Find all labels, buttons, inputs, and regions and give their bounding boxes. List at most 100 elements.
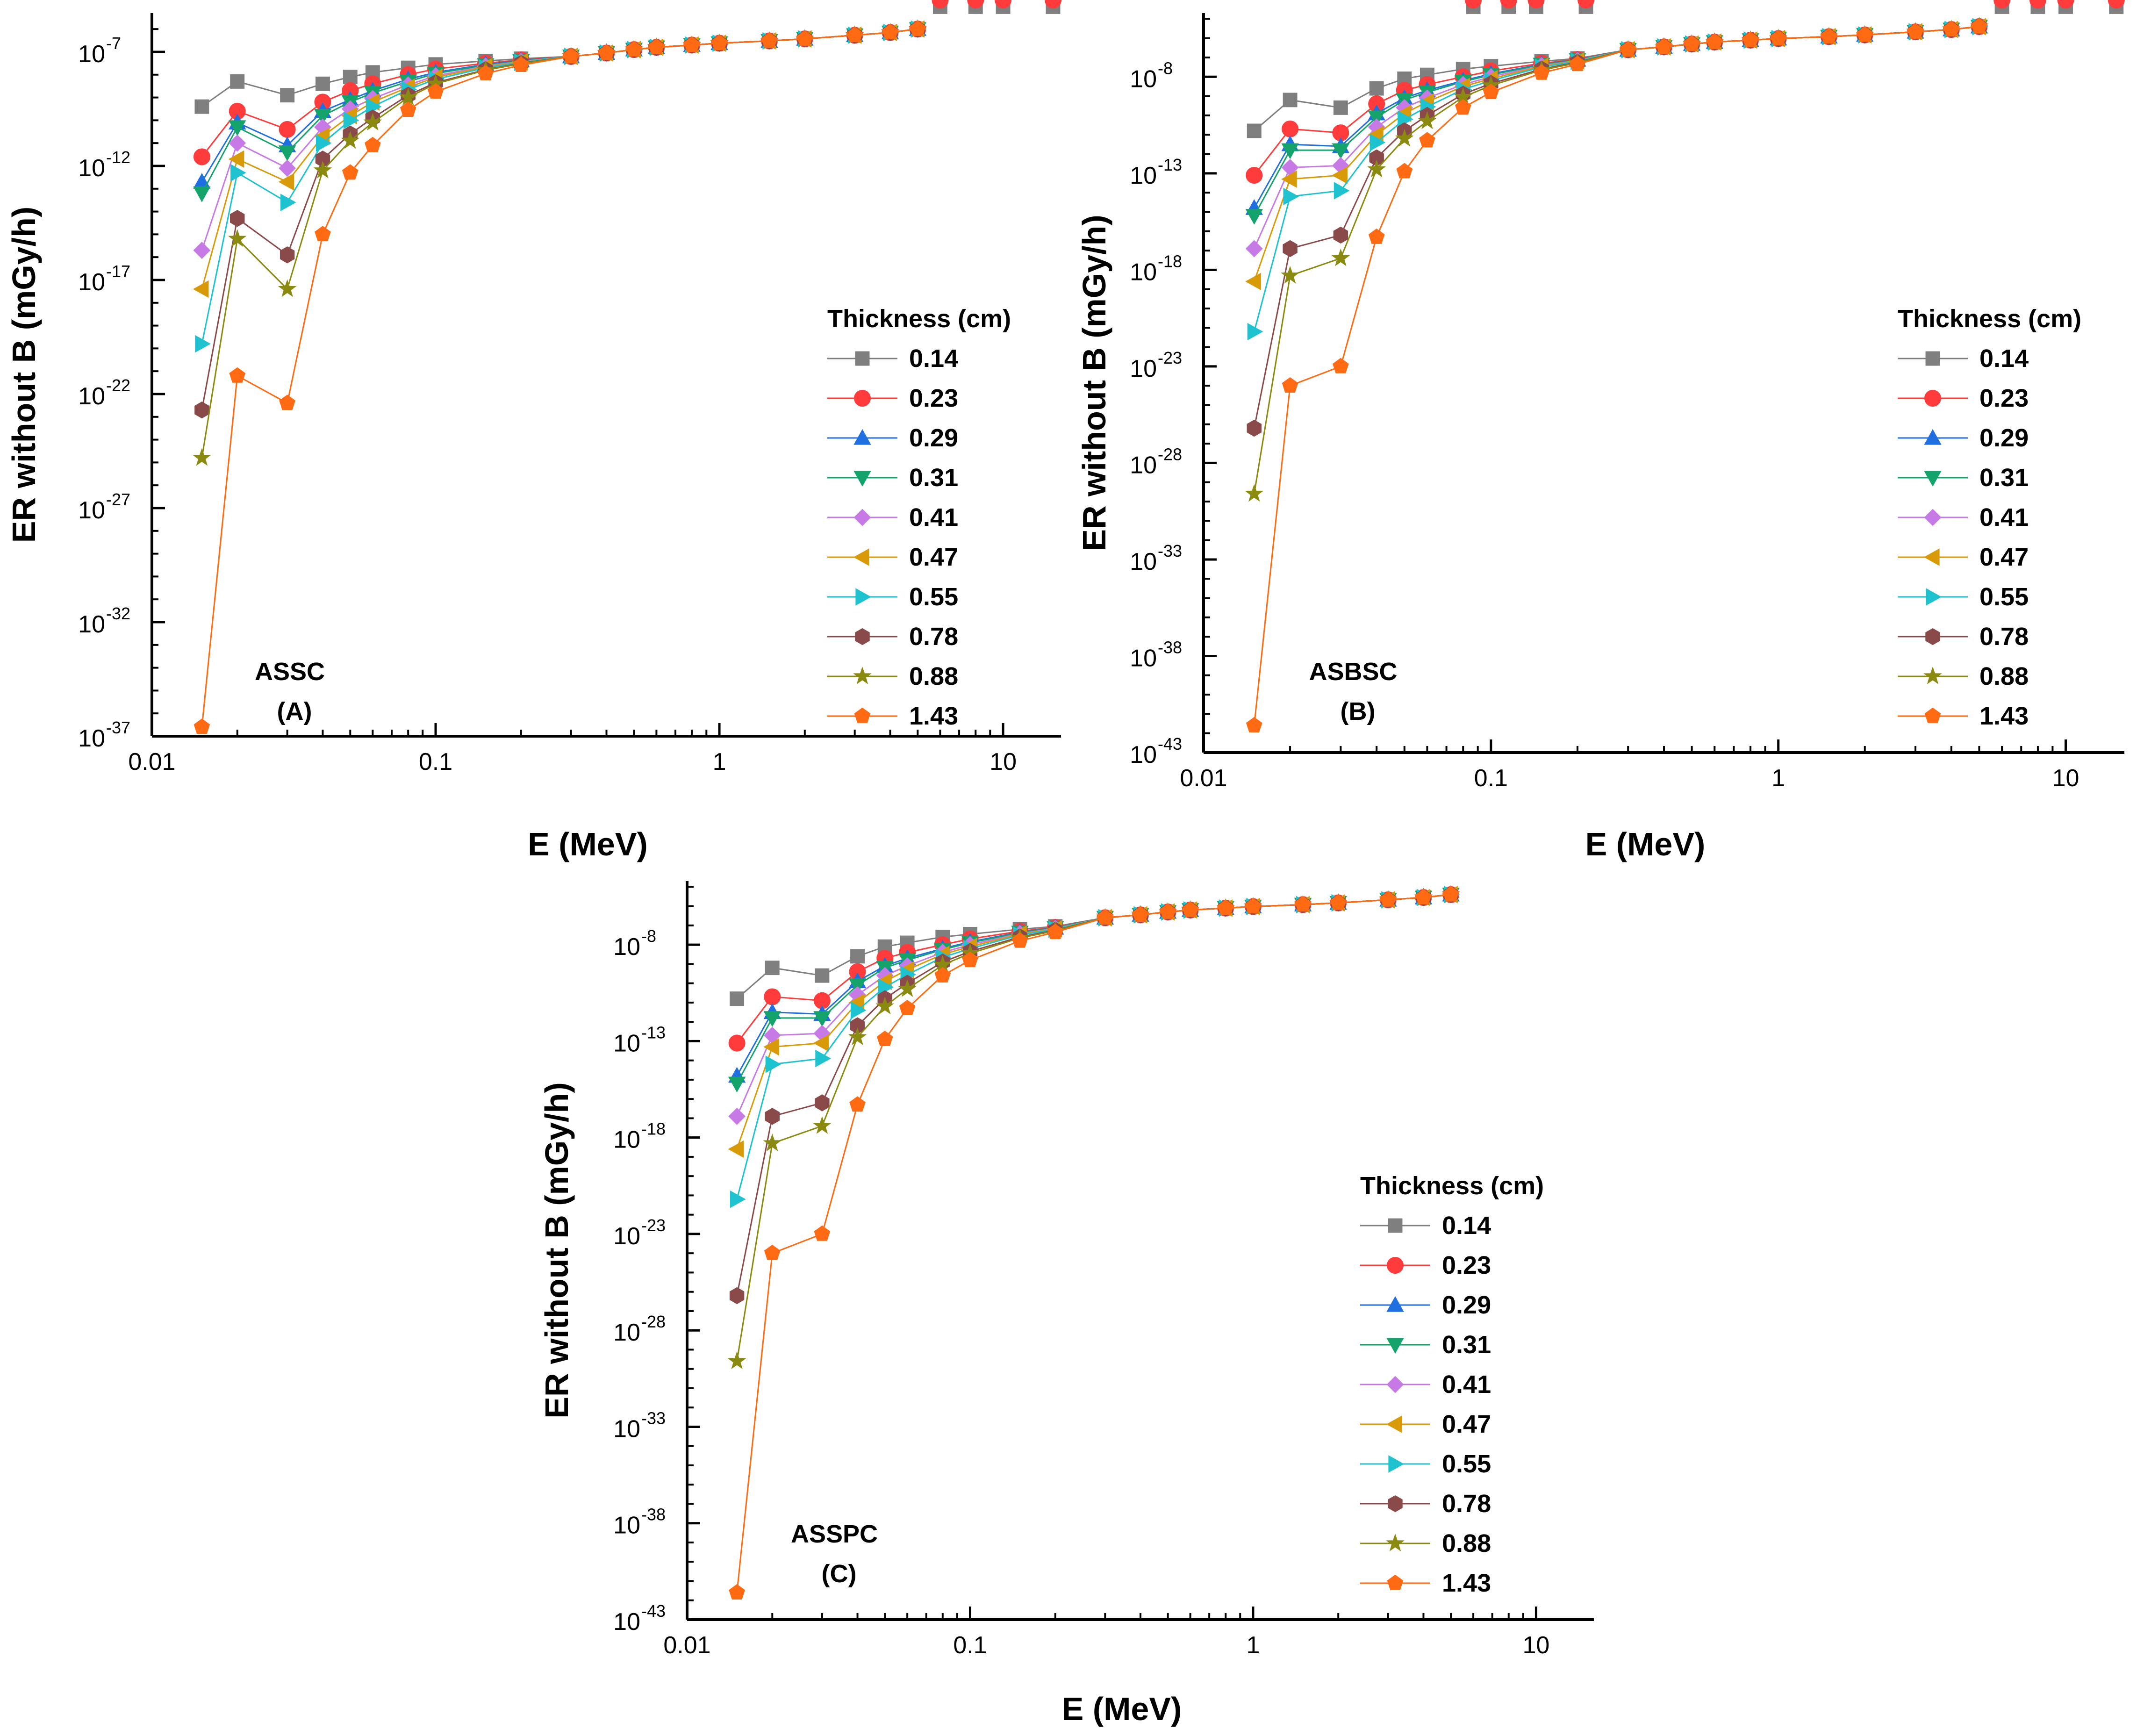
- data-point: [728, 1107, 746, 1125]
- data-point: [899, 1000, 916, 1016]
- legend-label: 0.23: [1979, 384, 2029, 412]
- y-tick-base: 10: [78, 725, 105, 752]
- data-point: [934, 967, 951, 983]
- legend-marker: [853, 429, 871, 445]
- series-0-88: [727, 884, 1461, 1370]
- legend-label: 0.31: [909, 464, 958, 492]
- data-point: [1993, 0, 2011, 8]
- data-point: [962, 951, 978, 967]
- x-tick-label: 10: [1522, 1632, 1549, 1659]
- series-0-55: [1247, 18, 1988, 341]
- y-tick-exponent: -18: [641, 1119, 666, 1139]
- y-tick-exponent: -22: [106, 376, 130, 395]
- y-tick-base: 10: [1130, 741, 1157, 768]
- series-line: [736, 894, 1451, 1117]
- y-tick-base: 10: [78, 269, 105, 296]
- data-point: [193, 448, 211, 466]
- series-0-78: [729, 886, 1458, 1305]
- data-point: [1245, 484, 1264, 502]
- data-point: [1245, 898, 1262, 914]
- series-0-41: [1245, 18, 1988, 258]
- data-point: [399, 87, 418, 106]
- y-tick-exponent: -38: [1158, 638, 1182, 657]
- data-point: [598, 44, 615, 60]
- y-tick-exponent: -23: [1158, 348, 1182, 367]
- y-tick-base: 10: [1130, 548, 1157, 575]
- data-point: [316, 76, 330, 91]
- data-point: [850, 1001, 867, 1019]
- series-0-88: [193, 19, 927, 466]
- y-tick-exponent: -27: [106, 490, 130, 509]
- data-point: [194, 718, 210, 734]
- x-tick-label: 0.1: [1474, 765, 1508, 792]
- legend-item: 0.88: [1898, 662, 2029, 690]
- legend-item: 0.29: [1898, 424, 2029, 452]
- legend-label: 0.55: [1442, 1450, 1491, 1478]
- y-tick-exponent: -43: [641, 1601, 666, 1621]
- data-point: [848, 1027, 867, 1046]
- data-point: [727, 1351, 746, 1370]
- data-point: [1245, 240, 1263, 258]
- legend-marker: [1924, 707, 1941, 723]
- legend-marker: [1386, 1338, 1404, 1354]
- x-tick-label: 1: [713, 748, 726, 775]
- data-point: [1281, 170, 1297, 188]
- y-tick-base: 10: [613, 933, 640, 961]
- y-tick-base: 10: [613, 1512, 640, 1539]
- data-point: [193, 148, 210, 165]
- x-tick-label: 0.01: [128, 748, 175, 775]
- data-point: [1465, 0, 1482, 8]
- series-0-47: [1245, 18, 1986, 290]
- data-point: [1295, 896, 1311, 912]
- data-point: [763, 1011, 781, 1027]
- legend-label: 0.41: [1442, 1370, 1491, 1399]
- series-0-41: [728, 886, 1460, 1125]
- x-tick-label: 10: [990, 748, 1017, 775]
- legend-marker: [853, 471, 871, 487]
- series-line: [201, 28, 918, 727]
- data-point: [228, 150, 244, 168]
- series-0-29: [728, 885, 1460, 1083]
- legend-item: 0.14: [827, 344, 958, 373]
- data-point: [815, 968, 830, 983]
- data-point: [316, 134, 332, 152]
- chart-annotation-name: ASSPC: [791, 1520, 878, 1548]
- legend-marker: [854, 390, 871, 407]
- data-point: [683, 36, 700, 52]
- series-0-78: [1247, 18, 1987, 437]
- data-point: [1333, 226, 1348, 244]
- data-point: [729, 1287, 745, 1305]
- legend-label: 0.55: [1979, 583, 2029, 611]
- chart-annotation-letter: (B): [1341, 697, 1376, 725]
- legend: Thickness (cm) 0.14 0.23 0.29 0.31 0.41 0.47 0.…: [1360, 1172, 1544, 1597]
- y-tick-label: 10 -18: [1130, 251, 1182, 286]
- data-point: [728, 1140, 744, 1158]
- legend-item: 0.23: [1898, 384, 2029, 412]
- legend-label: 0.47: [909, 543, 958, 571]
- x-tick-label: 1: [1246, 1632, 1260, 1659]
- y-tick-label: 10 -33: [1130, 541, 1182, 575]
- y-tick-exponent: -33: [641, 1408, 666, 1428]
- y-tick-base: 10: [78, 41, 105, 68]
- data-point: [1442, 886, 1459, 902]
- y-tick-base: 10: [78, 383, 105, 410]
- data-point: [513, 57, 530, 72]
- chart-panel-b: 0.01 0.1 1 1010-4310-3810-3310-2810-2310-18…: [1076, 0, 2125, 862]
- y-tick-exponent: -28: [641, 1312, 666, 1331]
- data-point: [849, 1096, 866, 1112]
- data-point: [2057, 0, 2074, 8]
- legend-label: 0.23: [1442, 1251, 1491, 1279]
- y-tick-base: 10: [78, 497, 105, 524]
- legend-label: 1.43: [1979, 702, 2029, 730]
- y-tick-label: 10 -27: [78, 490, 130, 524]
- data-point: [1578, 0, 1595, 8]
- data-point: [194, 99, 209, 114]
- y-tick-base: 10: [78, 611, 105, 638]
- data-point: [1742, 31, 1759, 47]
- legend-marker: [855, 588, 872, 606]
- series-1-43: [1246, 18, 1987, 732]
- legend-marker: [1386, 1534, 1405, 1551]
- data-point: [278, 145, 296, 161]
- data-point: [898, 979, 917, 997]
